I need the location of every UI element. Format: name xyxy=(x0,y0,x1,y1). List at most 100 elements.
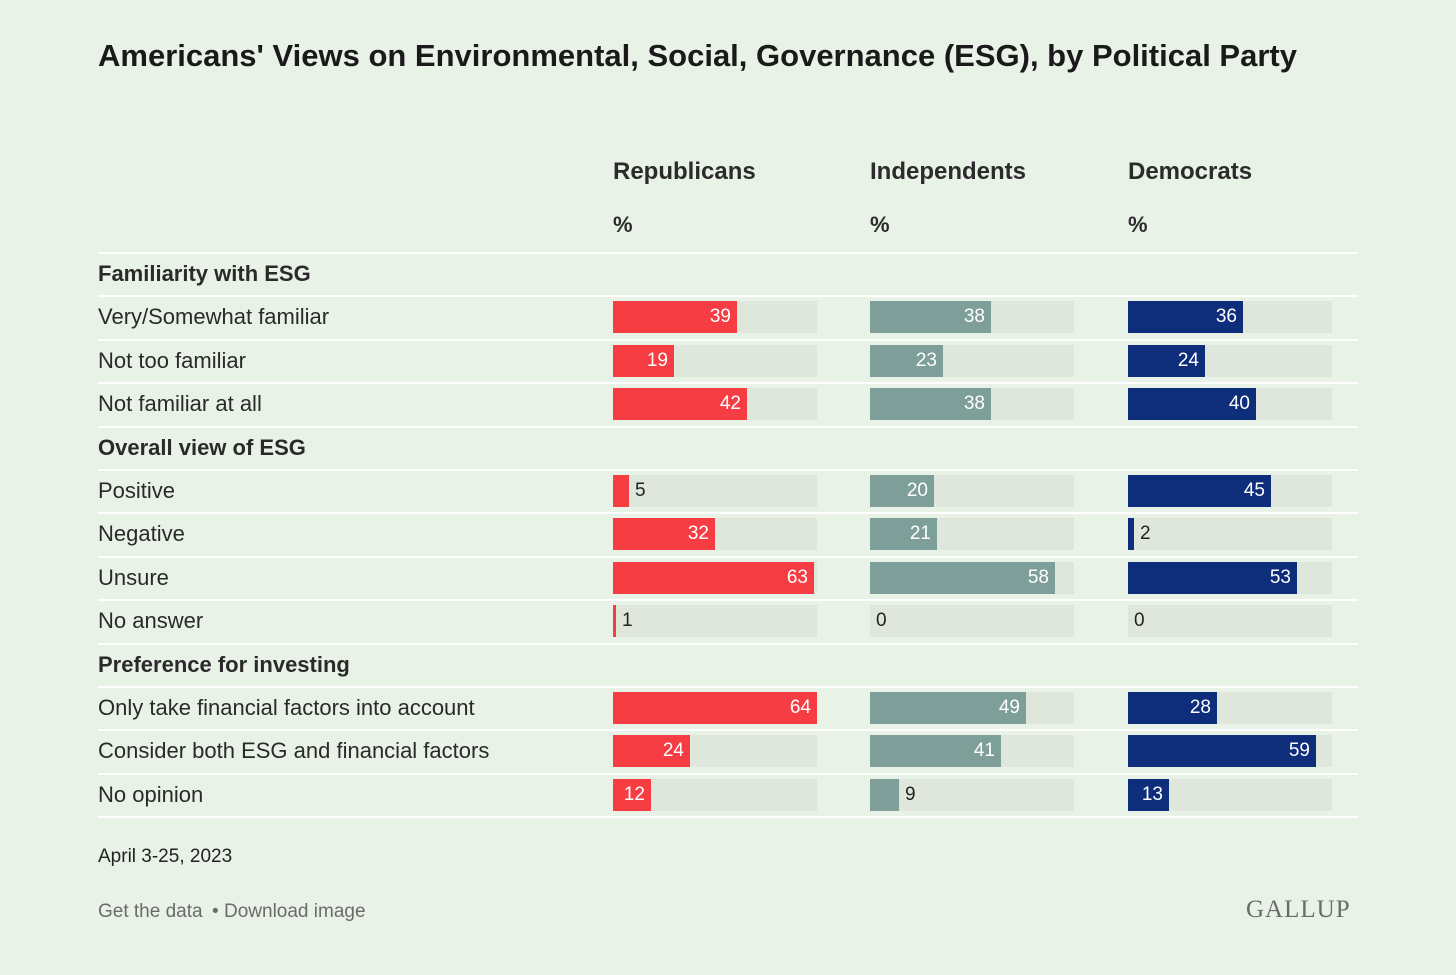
bar-track xyxy=(1128,605,1332,638)
bar-value-label: 0 xyxy=(876,610,887,632)
footer-separator: • xyxy=(212,901,219,922)
bar-democrats xyxy=(1128,518,1134,551)
bar-value-label: 20 xyxy=(906,480,928,501)
section-label: Preference for investing xyxy=(98,651,350,677)
row-divider xyxy=(98,295,1358,298)
bar-republicans xyxy=(613,561,814,594)
bar-value-label: 59 xyxy=(1288,740,1310,762)
bar-track xyxy=(613,475,817,507)
bar-value-label: 28 xyxy=(1189,697,1211,718)
section-label: Familiarity with ESG xyxy=(98,261,311,286)
bar-independents xyxy=(870,301,991,334)
chart-title: Americans' Views on Environmental, Socia… xyxy=(98,38,1297,73)
row-divider xyxy=(98,512,1358,515)
row-label: Not familiar at all xyxy=(98,391,262,417)
bar-value-label: 39 xyxy=(709,306,731,328)
bar-republicans xyxy=(613,518,715,551)
bar-value-label: 45 xyxy=(1243,480,1265,501)
bar-republicans xyxy=(613,301,737,334)
row-divider xyxy=(98,555,1358,558)
row-divider xyxy=(98,425,1358,428)
bar-independents xyxy=(870,778,899,811)
row-divider xyxy=(98,338,1358,341)
bar-republicans xyxy=(613,605,616,638)
row-label: Negative xyxy=(98,521,185,547)
bar-value-label: 19 xyxy=(646,349,668,371)
bar-value-label: 40 xyxy=(1228,393,1250,415)
bar-republicans xyxy=(613,475,629,507)
bar-republicans xyxy=(613,778,651,811)
bar-track xyxy=(613,605,817,638)
bar-value-label: 38 xyxy=(963,306,985,328)
bar-independents xyxy=(870,475,934,507)
bar-democrats xyxy=(1128,388,1256,421)
bar-value-label: 36 xyxy=(1215,306,1237,328)
survey-date: April 3-25, 2023 xyxy=(98,846,233,867)
row-divider xyxy=(98,686,1358,688)
bar-democrats xyxy=(1128,475,1271,507)
bar-independents xyxy=(870,344,943,377)
row-divider xyxy=(98,729,1358,732)
bar-republicans xyxy=(613,344,674,377)
bar-value-label: 32 xyxy=(687,523,709,545)
bar-value-label: 58 xyxy=(1027,566,1049,588)
row-divider xyxy=(98,772,1358,775)
bar-value-label: 5 xyxy=(635,480,646,501)
bar-value-label: 41 xyxy=(973,740,995,762)
row-label: No opinion xyxy=(98,781,204,807)
bar-value-label: 2 xyxy=(1140,523,1151,545)
column-unit-independents: % xyxy=(870,212,890,237)
bar-value-label: 64 xyxy=(789,697,811,718)
bar-value-label: 13 xyxy=(1141,783,1163,805)
bar-value-label: 42 xyxy=(719,393,741,415)
column-header-democrats: Democrats xyxy=(1128,158,1253,185)
bar-value-label: 23 xyxy=(915,349,937,371)
get-the-data-link[interactable]: Get the data xyxy=(98,901,203,922)
row-divider xyxy=(98,599,1358,602)
bar-value-label: 53 xyxy=(1269,566,1291,588)
row-label: No answer xyxy=(98,608,204,634)
bar-democrats xyxy=(1128,561,1297,594)
bar-independents xyxy=(870,388,991,421)
bar-track xyxy=(870,778,1074,811)
bar-democrats xyxy=(1128,735,1316,768)
bar-democrats xyxy=(1128,344,1205,377)
row-label: Positive xyxy=(98,478,176,503)
bar-democrats xyxy=(1128,301,1243,334)
row-divider xyxy=(98,252,1358,254)
bar-independents xyxy=(870,561,1055,594)
download-image-link[interactable]: Download image xyxy=(224,901,366,922)
row-label: Not too familiar xyxy=(98,347,246,373)
bar-value-label: 24 xyxy=(662,740,684,762)
bar-value-label: 24 xyxy=(1177,349,1199,371)
bar-republicans xyxy=(613,735,690,768)
bar-democrats xyxy=(1128,692,1217,724)
row-divider xyxy=(98,382,1358,385)
bar-value-label: 63 xyxy=(786,566,808,588)
gallup-logo: GALLUP xyxy=(1246,896,1351,923)
bar-independents xyxy=(870,735,1001,768)
row-divider xyxy=(98,816,1358,819)
row-label: Only take financial factors into account xyxy=(98,695,475,720)
column-header-independents: Independents xyxy=(870,158,1027,185)
bar-value-label: 1 xyxy=(622,610,633,632)
bar-independents xyxy=(870,692,1026,724)
bar-value-label: 12 xyxy=(623,783,645,805)
row-divider xyxy=(98,642,1358,645)
bar-value-label: 0 xyxy=(1134,610,1145,632)
bar-value-label: 21 xyxy=(909,523,931,545)
row-divider xyxy=(98,469,1358,471)
bar-value-label: 9 xyxy=(905,783,916,805)
column-unit-republicans: % xyxy=(613,212,633,237)
bar-democrats xyxy=(1128,778,1169,811)
bar-republicans xyxy=(613,388,747,421)
column-unit-democrats: % xyxy=(1128,212,1148,237)
row-label: Consider both ESG and financial factors xyxy=(98,738,490,764)
row-label: Unsure xyxy=(98,564,169,590)
bar-track xyxy=(870,605,1074,638)
bar-value-label: 49 xyxy=(998,697,1020,718)
bar-track xyxy=(1128,518,1332,551)
bar-republicans xyxy=(613,692,817,724)
bar-value-label: 38 xyxy=(963,393,985,415)
